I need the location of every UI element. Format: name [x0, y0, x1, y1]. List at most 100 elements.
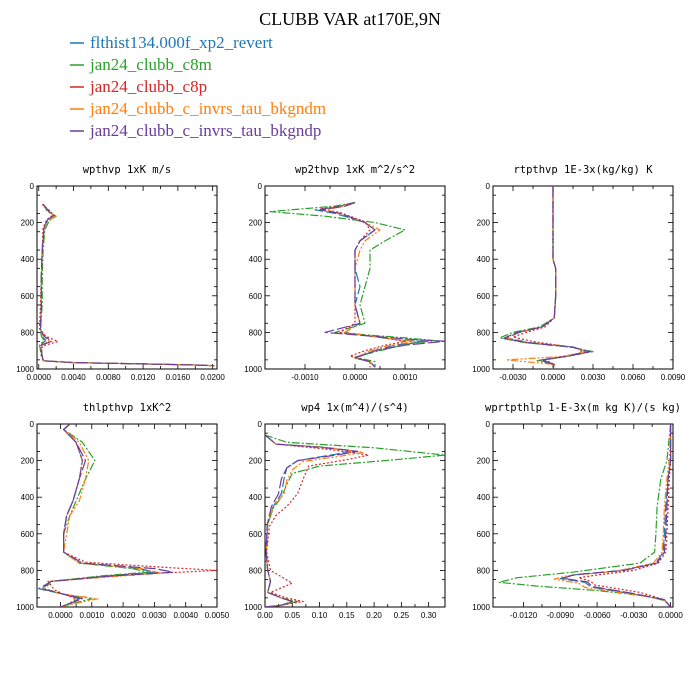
y-tick-label: 400 [477, 255, 491, 264]
y-tick-label: 1000 [244, 603, 262, 612]
series-group [39, 203, 215, 367]
y-tick-label: 400 [249, 493, 263, 502]
series-group [269, 201, 445, 368]
legend-item: flthist134.000f_xp2_revert [70, 33, 273, 52]
x-tick-label: 0.0020 [111, 611, 136, 620]
legend-label: jan24_clubb_c8p [89, 77, 207, 96]
plot-frame [492, 423, 674, 608]
series-line [265, 434, 364, 607]
y-tick-label: 600 [249, 292, 263, 301]
y-tick-label: 800 [21, 328, 35, 337]
y-tick-label: 0 [486, 182, 491, 191]
series-group [265, 434, 445, 607]
panel: wprtpthlp 1-E-3x(m kg K)/(s kg) 0 200 400 60… [472, 402, 683, 620]
y-tick-label: 200 [477, 457, 491, 466]
x-tick-label: 0.0120 [131, 373, 156, 382]
series-line [39, 203, 215, 367]
y-tick-label: 200 [21, 219, 35, 228]
y-tick-label: 600 [477, 292, 491, 301]
y-tick-label: 1000 [16, 603, 34, 612]
legend-item: jan24_clubb_c8p [70, 77, 207, 96]
series-line [578, 424, 672, 607]
x-tick-label: 0.0060 [621, 373, 646, 382]
x-tick-label: 0.0200 [200, 373, 225, 382]
panel-title: rtpthvp 1E-3x(kg/kg) K [513, 164, 653, 176]
y-tick-label: 0 [258, 420, 263, 429]
series-line [38, 424, 155, 607]
y-tick-label: 800 [249, 566, 263, 575]
panel-title: wp2thvp 1xK m^2/s^2 [295, 164, 415, 176]
x-tick-label: 0.10 [312, 611, 328, 620]
plot-frame [36, 423, 218, 608]
y-tick-label: 200 [249, 219, 263, 228]
x-tick-label: -0.0010 [291, 373, 319, 382]
x-tick-label: -0.0090 [547, 611, 575, 620]
x-tick-label: 0.15 [339, 611, 355, 620]
x-tick-label: 0.00 [257, 611, 273, 620]
series-line [504, 186, 589, 369]
series-group [499, 186, 594, 369]
y-tick-label: 400 [477, 493, 491, 502]
y-tick-label: 1000 [16, 365, 34, 374]
figure-title: CLUBB VAR at170E,9N [259, 9, 441, 29]
legend: flthist134.000f_xp2_revert jan24_clubb_c8… [70, 33, 326, 140]
series-line [41, 424, 162, 607]
x-tick-label: 0.0080 [96, 373, 121, 382]
series-line [319, 201, 406, 368]
series-line [269, 201, 436, 368]
series-line [553, 424, 672, 607]
x-tick-label: 0.0000 [48, 611, 73, 620]
panel: wp2thvp 1xK m^2/s^2 0 200 400 600 800 1000 -0.0… [244, 164, 446, 382]
x-tick-label: 0.0030 [142, 611, 167, 620]
y-tick-label: 1000 [244, 365, 262, 374]
y-tick-label: 0 [258, 182, 263, 191]
series-line [39, 203, 215, 367]
x-tick-label: -0.0030 [499, 373, 527, 382]
x-tick-label: 0.0000 [541, 373, 566, 382]
x-tick-label: 0.30 [421, 611, 437, 620]
x-tick-label: 0.0040 [173, 611, 198, 620]
series-line [265, 434, 445, 607]
legend-label: jan24_clubb_c_invrs_tau_bkgndp [89, 121, 321, 140]
series-line [39, 203, 215, 367]
series-line [39, 203, 215, 367]
y-tick-label: 200 [477, 219, 491, 228]
y-tick-label: 800 [21, 566, 35, 575]
y-tick-label: 600 [21, 530, 35, 539]
panel: rtpthvp 1E-3x(kg/kg) K 0 200 400 600 800 1000-… [472, 164, 686, 382]
y-tick-label: 0 [486, 420, 491, 429]
plot-frame [36, 185, 218, 370]
y-tick-label: 200 [249, 457, 263, 466]
series-group [38, 424, 217, 607]
y-tick-label: 600 [21, 292, 35, 301]
series-line [499, 186, 594, 369]
series-line [503, 186, 591, 369]
y-tick-label: 0 [30, 182, 35, 191]
x-tick-label: 0.0050 [205, 611, 230, 620]
series-line [319, 201, 445, 368]
legend-item: jan24_clubb_c_invrs_tau_bkgndp [70, 121, 321, 140]
panel-title: wpthvp 1xK m/s [83, 164, 172, 176]
series-group [498, 424, 672, 607]
legend-item: jan24_clubb_c_invrs_tau_bkgndm [70, 99, 326, 118]
series-line [265, 434, 370, 607]
y-tick-label: 400 [21, 255, 35, 264]
plot-frame [492, 185, 674, 370]
series-line [265, 434, 359, 607]
y-tick-label: 1000 [472, 603, 490, 612]
series-line [44, 424, 149, 607]
legend-item: jan24_clubb_c8m [70, 55, 212, 74]
x-tick-label: -0.0030 [620, 611, 648, 620]
x-tick-label: -0.0120 [510, 611, 538, 620]
series-line [562, 424, 672, 607]
y-tick-label: 1000 [472, 365, 490, 374]
panel-title: wprtpthlp 1-E-3x(m kg K)/(s kg) [485, 402, 681, 414]
x-tick-label: 0.0030 [581, 373, 606, 382]
y-tick-label: 400 [249, 255, 263, 264]
y-tick-label: 800 [477, 328, 491, 337]
y-tick-label: 800 [477, 566, 491, 575]
legend-label: jan24_clubb_c_invrs_tau_bkgndm [89, 99, 326, 118]
x-tick-label: 0.20 [366, 611, 382, 620]
